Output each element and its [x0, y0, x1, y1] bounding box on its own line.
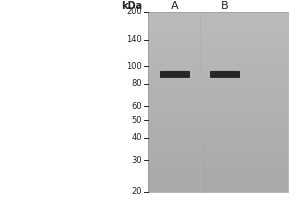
Text: A: A: [171, 1, 179, 11]
Text: 30: 30: [131, 156, 142, 165]
Text: 50: 50: [131, 116, 142, 125]
Text: B: B: [221, 1, 229, 11]
Text: 200: 200: [126, 7, 142, 17]
Bar: [148, 12, 288, 192]
FancyBboxPatch shape: [160, 71, 190, 78]
Text: 80: 80: [131, 79, 142, 88]
Text: kDa: kDa: [121, 1, 142, 11]
Text: 60: 60: [131, 102, 142, 111]
Text: 100: 100: [126, 62, 142, 71]
Text: 140: 140: [126, 35, 142, 44]
Text: 40: 40: [131, 133, 142, 142]
Text: 20: 20: [131, 188, 142, 196]
FancyBboxPatch shape: [210, 71, 240, 78]
